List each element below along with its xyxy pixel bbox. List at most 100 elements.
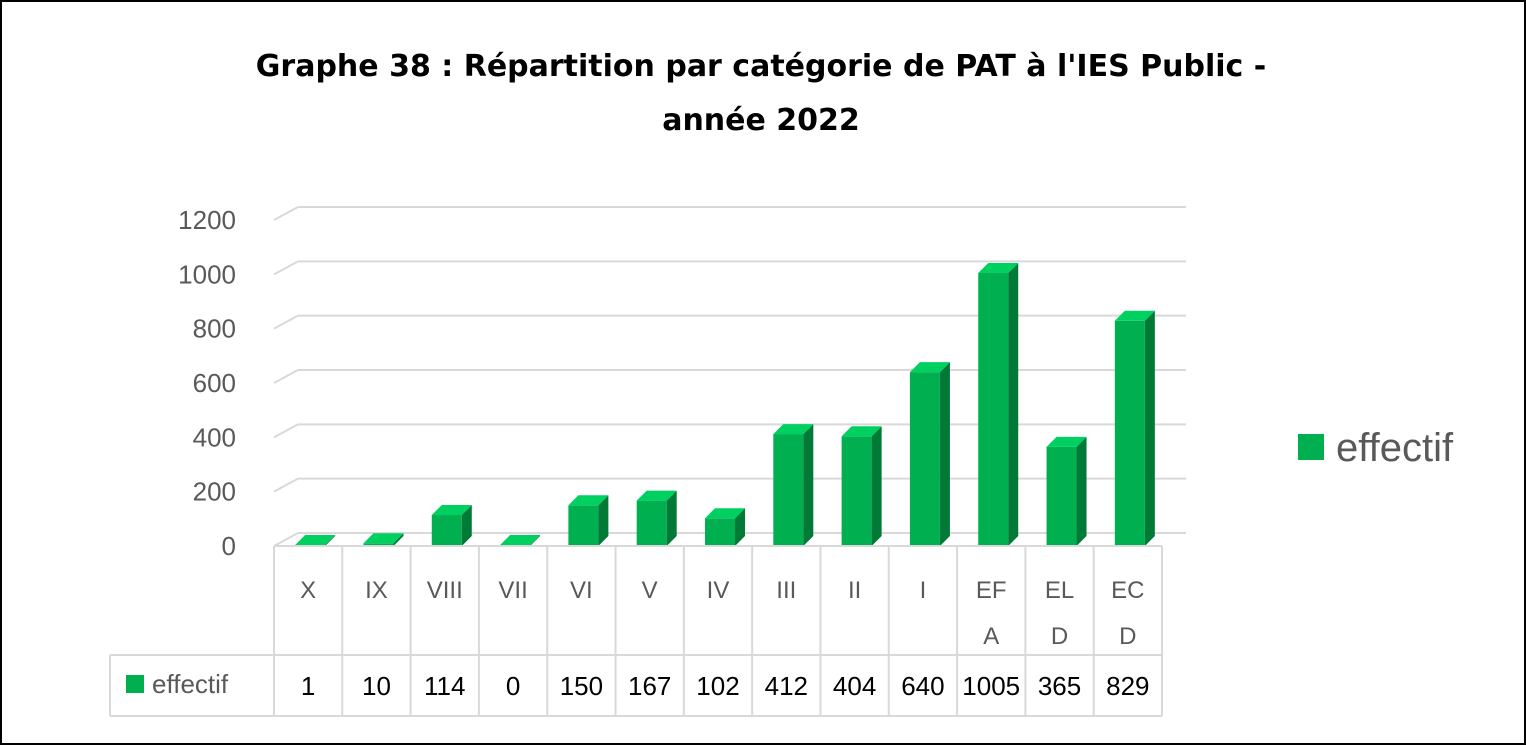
y-tick-label-6: 1200 bbox=[178, 205, 236, 235]
bar-front-7 bbox=[773, 434, 804, 546]
y-tick-label-5: 1000 bbox=[178, 259, 236, 289]
bar-front-1 bbox=[363, 543, 394, 546]
data-label-11: 365 bbox=[1038, 671, 1081, 701]
bar-side-8 bbox=[871, 426, 882, 546]
y-tick-label-0: 0 bbox=[222, 531, 236, 561]
legend: effectif bbox=[1298, 426, 1454, 470]
y-tick-label-3: 600 bbox=[193, 368, 236, 398]
bar-top-12 bbox=[1114, 310, 1155, 321]
bar-3 bbox=[500, 535, 541, 546]
gridlines bbox=[273, 206, 1186, 547]
data-label-1: 10 bbox=[362, 671, 391, 701]
gridline-side-2 bbox=[273, 423, 299, 439]
bar-side-3 bbox=[530, 535, 541, 546]
data-label-6: 102 bbox=[696, 671, 739, 701]
data-label-3: 0 bbox=[506, 671, 520, 701]
category-label-3: VII bbox=[498, 577, 527, 604]
bar-top-7 bbox=[773, 424, 814, 435]
data-label-2: 114 bbox=[424, 671, 465, 701]
bar-6 bbox=[705, 508, 745, 546]
bar-side-12 bbox=[1144, 310, 1155, 546]
data-label-7: 412 bbox=[765, 671, 808, 701]
gridline-side-4 bbox=[273, 314, 299, 330]
data-label-5: 167 bbox=[628, 671, 671, 701]
gridline-side-0 bbox=[273, 532, 299, 547]
bar-5 bbox=[636, 490, 677, 546]
bar-side-9 bbox=[939, 362, 950, 546]
bar-top-3 bbox=[500, 535, 541, 545]
category-label-6: IV bbox=[707, 577, 730, 604]
category-label-5: V bbox=[642, 577, 658, 604]
bar-side-1 bbox=[393, 533, 404, 546]
category-label-11-line-0: EL bbox=[1045, 577, 1074, 604]
bar-top-2 bbox=[431, 505, 472, 516]
bar-12 bbox=[1114, 310, 1155, 546]
data-label-0: 1 bbox=[301, 671, 315, 701]
y-tick-label-1: 200 bbox=[193, 477, 236, 507]
bar-front-5 bbox=[636, 500, 667, 546]
category-label-0: X bbox=[300, 577, 316, 604]
bar-0 bbox=[295, 535, 336, 546]
y-tick-label-4: 800 bbox=[193, 314, 236, 344]
chart-title: Graphe 38 : Répartition par catégorie de… bbox=[0, 40, 1522, 148]
data-label-8: 404 bbox=[833, 671, 876, 701]
category-label-8: II bbox=[848, 577, 861, 604]
category-label-9: I bbox=[920, 577, 927, 604]
bar-top-4 bbox=[568, 495, 609, 506]
category-label-1: IX bbox=[365, 577, 388, 604]
bar-top-6 bbox=[705, 508, 745, 519]
category-label-12-line-1: D bbox=[1119, 623, 1136, 650]
bar-top-11 bbox=[1046, 436, 1087, 447]
table-series-key bbox=[126, 675, 144, 693]
bar-top-1 bbox=[363, 533, 404, 544]
bar-top-0 bbox=[295, 535, 336, 545]
category-label-12-line-0: EC bbox=[1111, 577, 1144, 604]
bar-side-2 bbox=[461, 505, 472, 546]
bar-side-11 bbox=[1076, 436, 1087, 546]
category-label-7: III bbox=[776, 577, 796, 604]
bar-top-9 bbox=[909, 362, 950, 373]
bar-front-2 bbox=[431, 515, 462, 546]
y-tick-label-2: 400 bbox=[193, 422, 236, 452]
bar-front-8 bbox=[841, 436, 872, 546]
bar-2 bbox=[431, 505, 472, 546]
category-label-11-line-1: D bbox=[1051, 623, 1068, 650]
bar-side-4 bbox=[598, 495, 609, 546]
bar-side-6 bbox=[735, 508, 745, 546]
category-label-4: VI bbox=[570, 577, 593, 604]
data-label-4: 150 bbox=[560, 671, 603, 701]
bar-side-5 bbox=[666, 490, 677, 546]
bar-1 bbox=[363, 533, 404, 546]
bar-9 bbox=[909, 362, 950, 546]
bar-top-8 bbox=[841, 426, 882, 437]
bar-front-12 bbox=[1114, 320, 1145, 546]
bar-top-10 bbox=[978, 262, 1019, 273]
gridline-side-6 bbox=[273, 206, 299, 221]
bar-side-7 bbox=[803, 424, 814, 546]
bar-7 bbox=[773, 424, 814, 546]
data-label-9: 640 bbox=[901, 671, 944, 701]
category-label-10-line-1: A bbox=[983, 623, 999, 650]
gridline-side-5 bbox=[273, 260, 299, 276]
bars bbox=[295, 262, 1155, 546]
bar-front-10 bbox=[978, 272, 1009, 546]
bar-front-9 bbox=[909, 372, 940, 546]
bar-front-11 bbox=[1046, 446, 1077, 546]
chart-title-line-1: Graphe 38 : Répartition par catégorie de… bbox=[255, 49, 1267, 84]
bar-4 bbox=[568, 495, 609, 546]
bar-top-5 bbox=[636, 490, 677, 501]
chart-title-line-2: année 2022 bbox=[662, 103, 860, 138]
data-label-12: 829 bbox=[1106, 671, 1149, 701]
bar-side-0 bbox=[325, 535, 336, 546]
data-table: X 1 IX 10 VIII 114 VII 0 VI 150 V 167 IV 102 III 412 II 4… bbox=[109, 545, 1163, 717]
bar-front-4 bbox=[568, 505, 599, 546]
legend-key bbox=[1298, 434, 1324, 460]
bar-side-10 bbox=[1008, 262, 1019, 546]
y-axis-ticks: 0 200 400 600 800 1000 1200 bbox=[178, 205, 236, 561]
bar-front-6 bbox=[705, 518, 735, 546]
bar-10 bbox=[978, 262, 1019, 546]
gridline-side-1 bbox=[273, 477, 299, 493]
category-label-10-line-0: EF bbox=[976, 577, 1007, 604]
